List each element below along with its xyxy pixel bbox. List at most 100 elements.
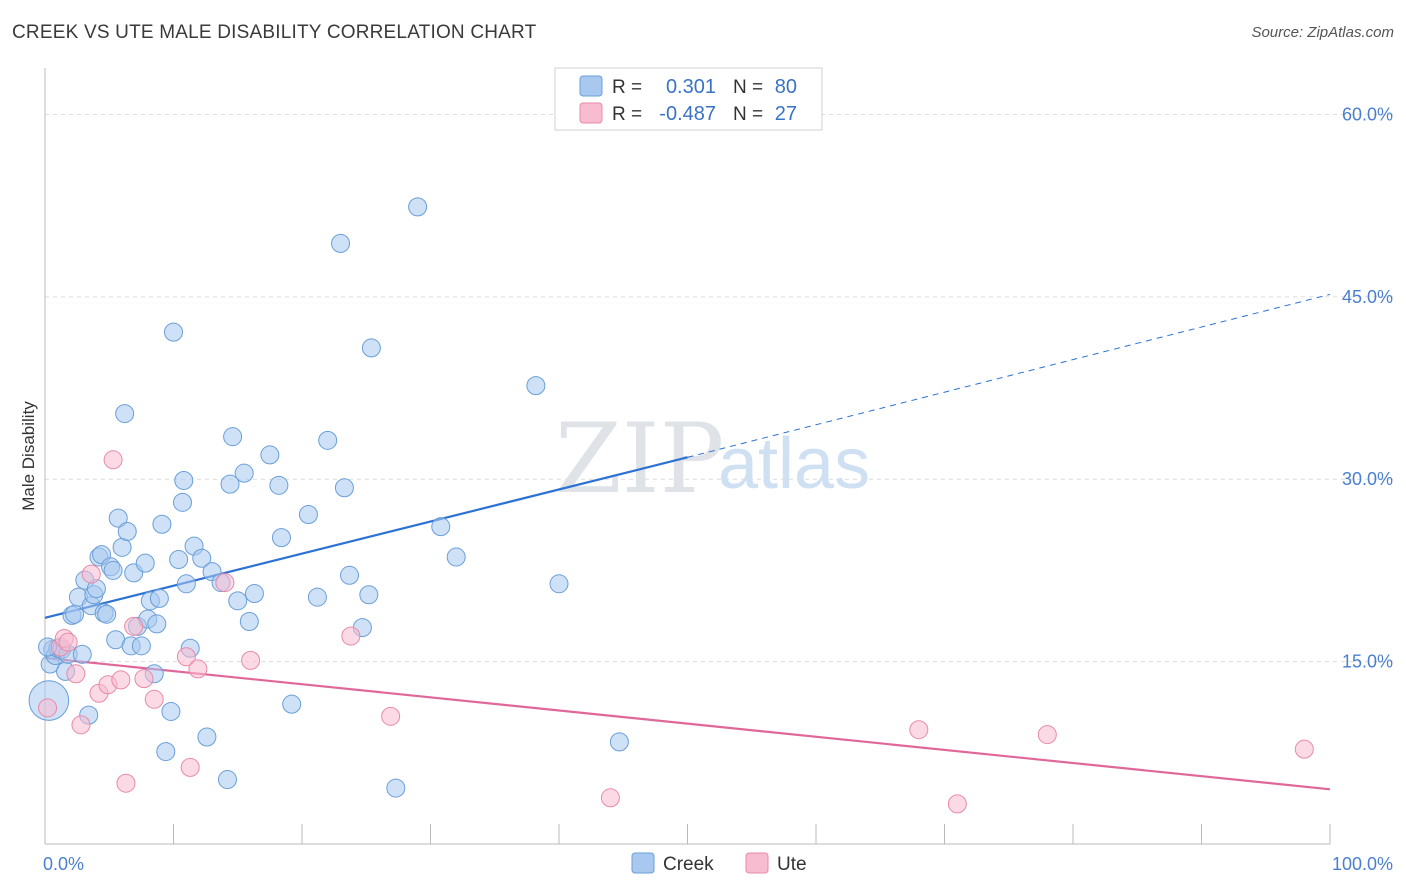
ute-point	[600, 788, 620, 808]
y-axis-title: Male Disability	[19, 401, 38, 511]
creek-point	[298, 504, 318, 524]
creek-point	[234, 463, 254, 483]
creek-point	[282, 694, 302, 714]
grid-lines	[45, 113, 1395, 663]
creek-point	[220, 474, 240, 494]
creek-point	[156, 742, 176, 762]
y-tick-label: 45.0%	[1342, 287, 1393, 307]
creek-point	[176, 574, 196, 594]
ute-point	[38, 698, 58, 718]
creek-point	[408, 197, 428, 217]
creek-point	[108, 508, 128, 528]
creek-point	[269, 475, 289, 495]
creek-point	[161, 701, 181, 721]
creek-point	[228, 591, 248, 611]
creek-point	[135, 553, 155, 573]
creek-legend-swatch	[579, 75, 603, 97]
ute-point	[66, 664, 86, 684]
creek-point	[147, 614, 167, 634]
ute-point	[215, 573, 235, 593]
creek-series-swatch	[631, 852, 655, 874]
creek-r-label: R =	[612, 77, 642, 98]
creek-n-value: 80	[775, 76, 797, 98]
ute-point	[1294, 739, 1314, 759]
creek-point	[334, 478, 354, 498]
ute-point	[909, 720, 929, 740]
creek-point	[172, 492, 192, 512]
ute-point	[81, 564, 101, 584]
creek-r-value: 0.301	[666, 76, 716, 98]
trend-lines	[44, 293, 1331, 791]
creek-point	[197, 727, 217, 747]
ute-point	[381, 706, 401, 726]
creek-point	[318, 430, 338, 450]
source-credit: Source: ZipAtlas.com	[1251, 24, 1394, 41]
ute-point	[134, 669, 154, 689]
creek-point	[65, 604, 85, 624]
creek-point	[307, 587, 327, 607]
creek-point	[174, 470, 194, 490]
creek-trend-line	[44, 456, 688, 619]
creek-point	[446, 547, 466, 567]
creek-point	[169, 549, 189, 569]
creek-point	[152, 514, 172, 534]
creek-point	[117, 522, 137, 542]
ute-point	[111, 670, 131, 690]
creek-point	[97, 604, 117, 624]
creek-point	[115, 404, 135, 424]
data-points	[28, 197, 1314, 814]
creek-point	[331, 233, 351, 253]
creek-point	[526, 376, 546, 396]
x-tick-label: 0.0%	[43, 854, 84, 874]
ute-point	[188, 659, 208, 679]
creek-point	[239, 611, 259, 631]
ute-point	[124, 616, 144, 636]
creek-point	[72, 644, 92, 664]
creek-point	[361, 338, 381, 358]
ute-r-label: R =	[612, 104, 642, 125]
watermark: ZIP atlas	[555, 403, 870, 515]
creek-point	[192, 548, 212, 568]
ute-n-value: 27	[775, 103, 797, 125]
creek-point	[340, 565, 360, 585]
ute-point	[116, 773, 136, 793]
watermark-zip: ZIP	[555, 403, 724, 515]
watermark-atlas: atlas	[718, 424, 870, 504]
ute-legend-swatch	[579, 102, 603, 124]
ute-point	[947, 794, 967, 814]
creek-point	[260, 445, 280, 465]
ute-series-swatch	[745, 852, 769, 874]
ute-point	[180, 757, 200, 777]
creek-point	[149, 588, 169, 608]
creek-point	[609, 732, 629, 752]
ute-n-label: N =	[733, 104, 763, 125]
creek-series-label: Creek	[663, 854, 714, 875]
ute-series-label: Ute	[777, 854, 807, 875]
ute-point	[103, 450, 123, 470]
creek-point	[131, 636, 151, 656]
creek-point	[112, 537, 132, 557]
creek-point	[223, 427, 243, 447]
chart-title: CREEK VS UTE MALE DISABILITY CORRELATION…	[12, 22, 537, 43]
series-legend: Creek Ute	[631, 852, 807, 875]
ute-point	[144, 689, 164, 709]
creek-point	[164, 322, 183, 342]
ute-point	[58, 632, 78, 652]
ute-r-value: -0.487	[659, 103, 716, 125]
ute-point	[176, 647, 196, 667]
creek-point	[217, 770, 237, 790]
ute-trend-line	[44, 656, 1331, 791]
creek-point	[271, 528, 291, 548]
ute-point	[1037, 725, 1057, 745]
tick-labels: 15.0% 30.0% 45.0% 60.0% 0.0% 100.0%	[43, 104, 1393, 874]
creek-point	[359, 585, 379, 605]
creek-n-label: N =	[733, 77, 763, 98]
stats-legend: R = 0.301 N = 80 R = -0.487 N = 27	[554, 67, 823, 131]
ute-point	[341, 626, 361, 646]
creek-point	[549, 574, 569, 594]
y-tick-label: 15.0%	[1342, 652, 1393, 672]
ute-point	[71, 715, 91, 735]
y-tick-label: 30.0%	[1342, 469, 1393, 489]
ute-point	[241, 650, 261, 670]
